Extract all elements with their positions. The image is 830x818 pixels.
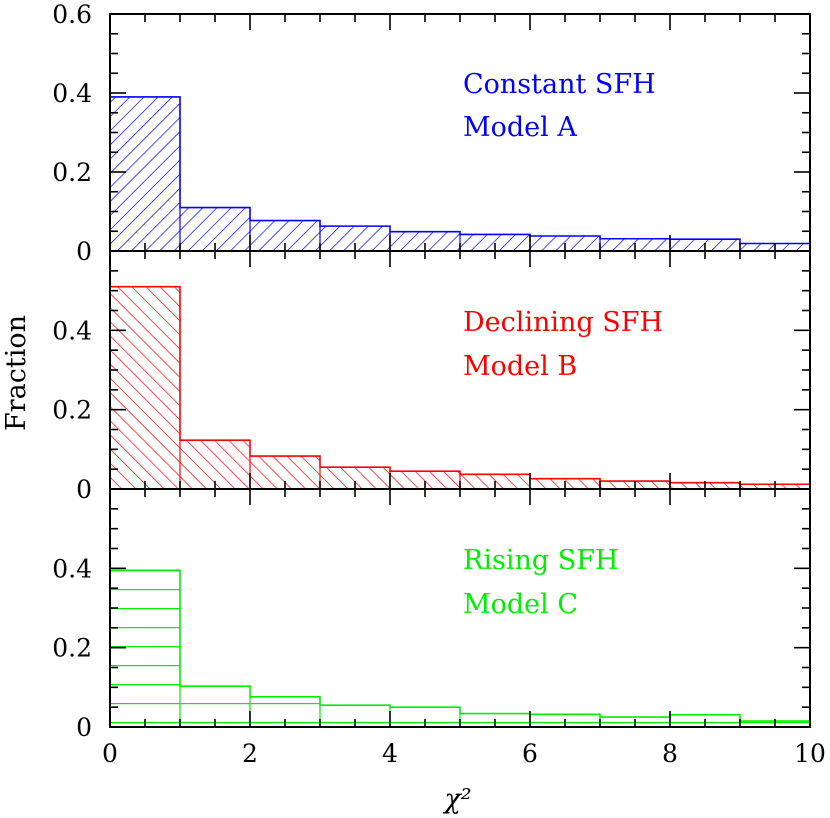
y-tick-label: 0.4 xyxy=(52,79,92,108)
x-tick-label: 2 xyxy=(242,739,258,768)
y-tick-label: 0.4 xyxy=(52,554,92,583)
legend-line2: Model A xyxy=(463,112,577,143)
bar-fill xyxy=(390,707,460,727)
panel-b: Declining SFH Model B xyxy=(109,285,811,489)
panel-a: Constant SFH Model A xyxy=(109,69,811,251)
x-tick-label: 8 xyxy=(662,739,678,768)
bar-fill xyxy=(110,286,180,489)
bar-fill xyxy=(110,96,180,251)
y-tick-label: 0.2 xyxy=(52,396,92,425)
x-axis-label: χ² xyxy=(442,784,471,815)
bar-fill xyxy=(320,467,390,489)
y-tick-label: 0 xyxy=(76,713,92,742)
legend-line1: Constant SFH xyxy=(463,69,656,100)
y-axis-label: Fraction xyxy=(1,315,32,431)
y-tick-label: 0.2 xyxy=(52,158,92,187)
legend-line2: Model B xyxy=(463,351,577,382)
legend-line2: Model C xyxy=(463,589,578,620)
bar-fill xyxy=(320,705,390,727)
y-tick-label: 0 xyxy=(76,237,92,266)
legend-line1: Rising SFH xyxy=(463,545,619,576)
y-tick-label: 0 xyxy=(76,475,92,504)
x-tick-label: 6 xyxy=(522,739,538,768)
bar-fill xyxy=(110,570,180,727)
panel-c: Rising SFH Model C xyxy=(109,545,811,727)
label-layer: Fraction χ² xyxy=(1,315,472,815)
bar-fill xyxy=(180,440,250,489)
bar-fill xyxy=(390,471,460,489)
x-tick-label: 4 xyxy=(382,739,398,768)
bar-fill xyxy=(460,234,530,251)
x-tick-label: 10 xyxy=(794,739,826,768)
legend-line1: Declining SFH xyxy=(463,307,663,338)
y-tick-label: 0.4 xyxy=(52,316,92,345)
x-tick-label: 0 xyxy=(102,739,118,768)
bar-fill xyxy=(390,231,460,251)
panels-layer: Constant SFH Model A Declining SFH Model B R… xyxy=(109,69,811,727)
histogram-step-outline xyxy=(109,96,811,251)
histogram-step-outline xyxy=(109,569,811,727)
y-tick-label: 0.6 xyxy=(52,0,92,29)
frame-layer: 0 0.2 0.4 0.6 0 0.2 0.4 0 0.2 0.4 0 2 4 6 8 10 xyxy=(52,0,826,768)
y-tick-label: 0.2 xyxy=(52,634,92,663)
